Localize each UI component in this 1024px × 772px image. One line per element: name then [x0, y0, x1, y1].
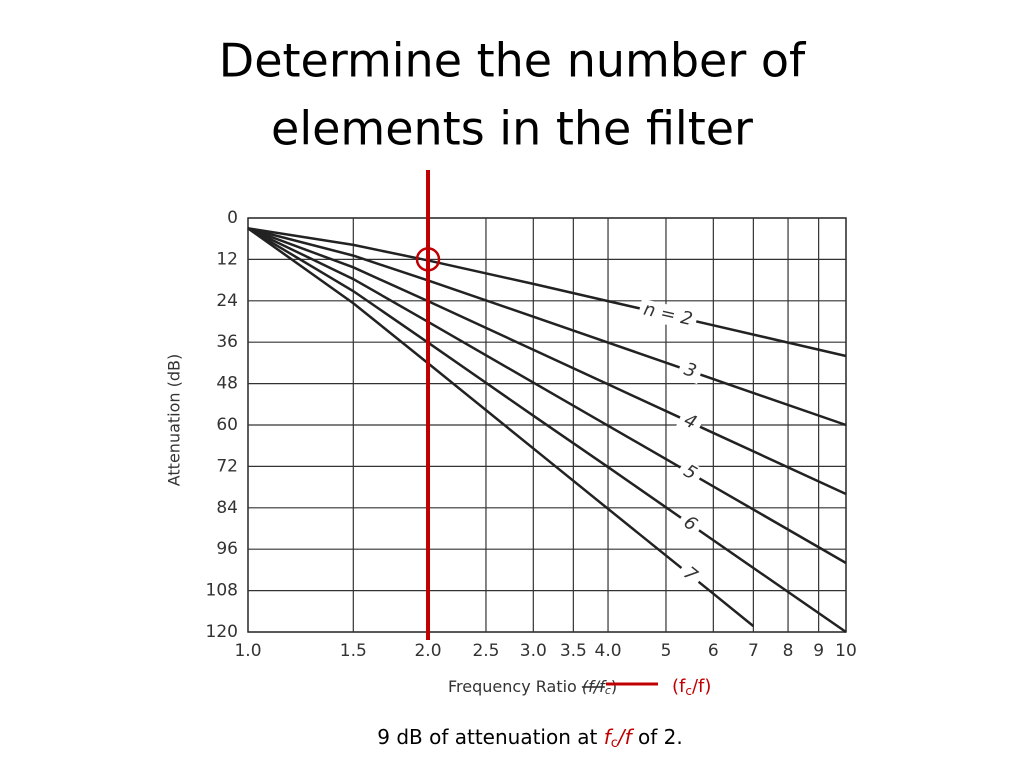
alt-part: (f: [672, 676, 686, 697]
x-tick-label: 9: [813, 641, 824, 661]
alt-part: c: [685, 684, 692, 698]
x-tick-label: 2.5: [472, 641, 499, 661]
series-label: n = 2: [642, 299, 695, 331]
caption-part: 9 dB of attenuation at: [377, 725, 603, 749]
alt-part: /f): [692, 676, 711, 697]
y-tick-label: 12: [216, 249, 238, 269]
line-series: [247, 227, 847, 634]
x-axis-label: Frequency Ratio (f/fc): [448, 677, 617, 698]
x-tick-label: 8: [783, 641, 794, 661]
title-line: Determine the number of: [219, 34, 807, 88]
label-bg: [675, 560, 705, 590]
label-bg: [675, 458, 705, 488]
x-label-part: c: [605, 684, 611, 697]
y-tick-label: 96: [216, 539, 238, 559]
y-tick-label: 0: [227, 208, 238, 228]
x-label-part: Frequency Ratio: [448, 677, 582, 696]
line-series: [247, 227, 847, 427]
caption-part: c: [611, 736, 618, 751]
caption-part: of 2.: [632, 725, 683, 749]
x-tick-label: 7: [748, 641, 759, 661]
title-line: elements in the filter: [271, 102, 753, 156]
caption-part: f: [604, 725, 614, 749]
x-tick-label: 4.0: [595, 641, 622, 661]
y-tick-label: 48: [216, 374, 238, 394]
y-tick-label: 72: [216, 456, 238, 476]
x-tick-label: 1.0: [234, 641, 261, 661]
y-axis-label: Attenuation (dB): [165, 354, 184, 487]
label-bg: [675, 509, 705, 539]
line-series: [247, 227, 847, 358]
label-bg: [676, 357, 704, 385]
x-tick-label: 3.0: [520, 641, 547, 661]
x-tick-label: 2.0: [414, 641, 441, 661]
x-tick-label: 3.5: [560, 641, 587, 661]
caption: 9 dB of attenuation at fc/f of 2.: [377, 725, 683, 751]
caption-part: /f: [616, 725, 635, 749]
label-bg: [637, 298, 699, 332]
x-label-part: (f/f: [582, 677, 607, 696]
line-series: [247, 227, 847, 565]
y-tick-label: 108: [206, 581, 238, 601]
y-tick-label: 36: [216, 332, 238, 352]
x-label-part: ): [611, 677, 617, 696]
y-tick-label: 120: [206, 622, 238, 642]
label-bg: [675, 408, 705, 436]
line-series: [247, 227, 755, 628]
x-tick-label: 10: [835, 641, 857, 661]
line-series: [247, 227, 847, 496]
x-tick-label: 5: [661, 641, 672, 661]
y-tick-label: 60: [216, 415, 238, 435]
x-tick-label: 6: [708, 641, 719, 661]
highlight-marker: [415, 247, 441, 272]
y-tick-label: 84: [216, 498, 238, 518]
y-tick-label: 24: [216, 291, 238, 311]
x-axis-label-alt: (fc/f): [672, 676, 711, 698]
x-tick-label: 1.5: [340, 641, 367, 661]
